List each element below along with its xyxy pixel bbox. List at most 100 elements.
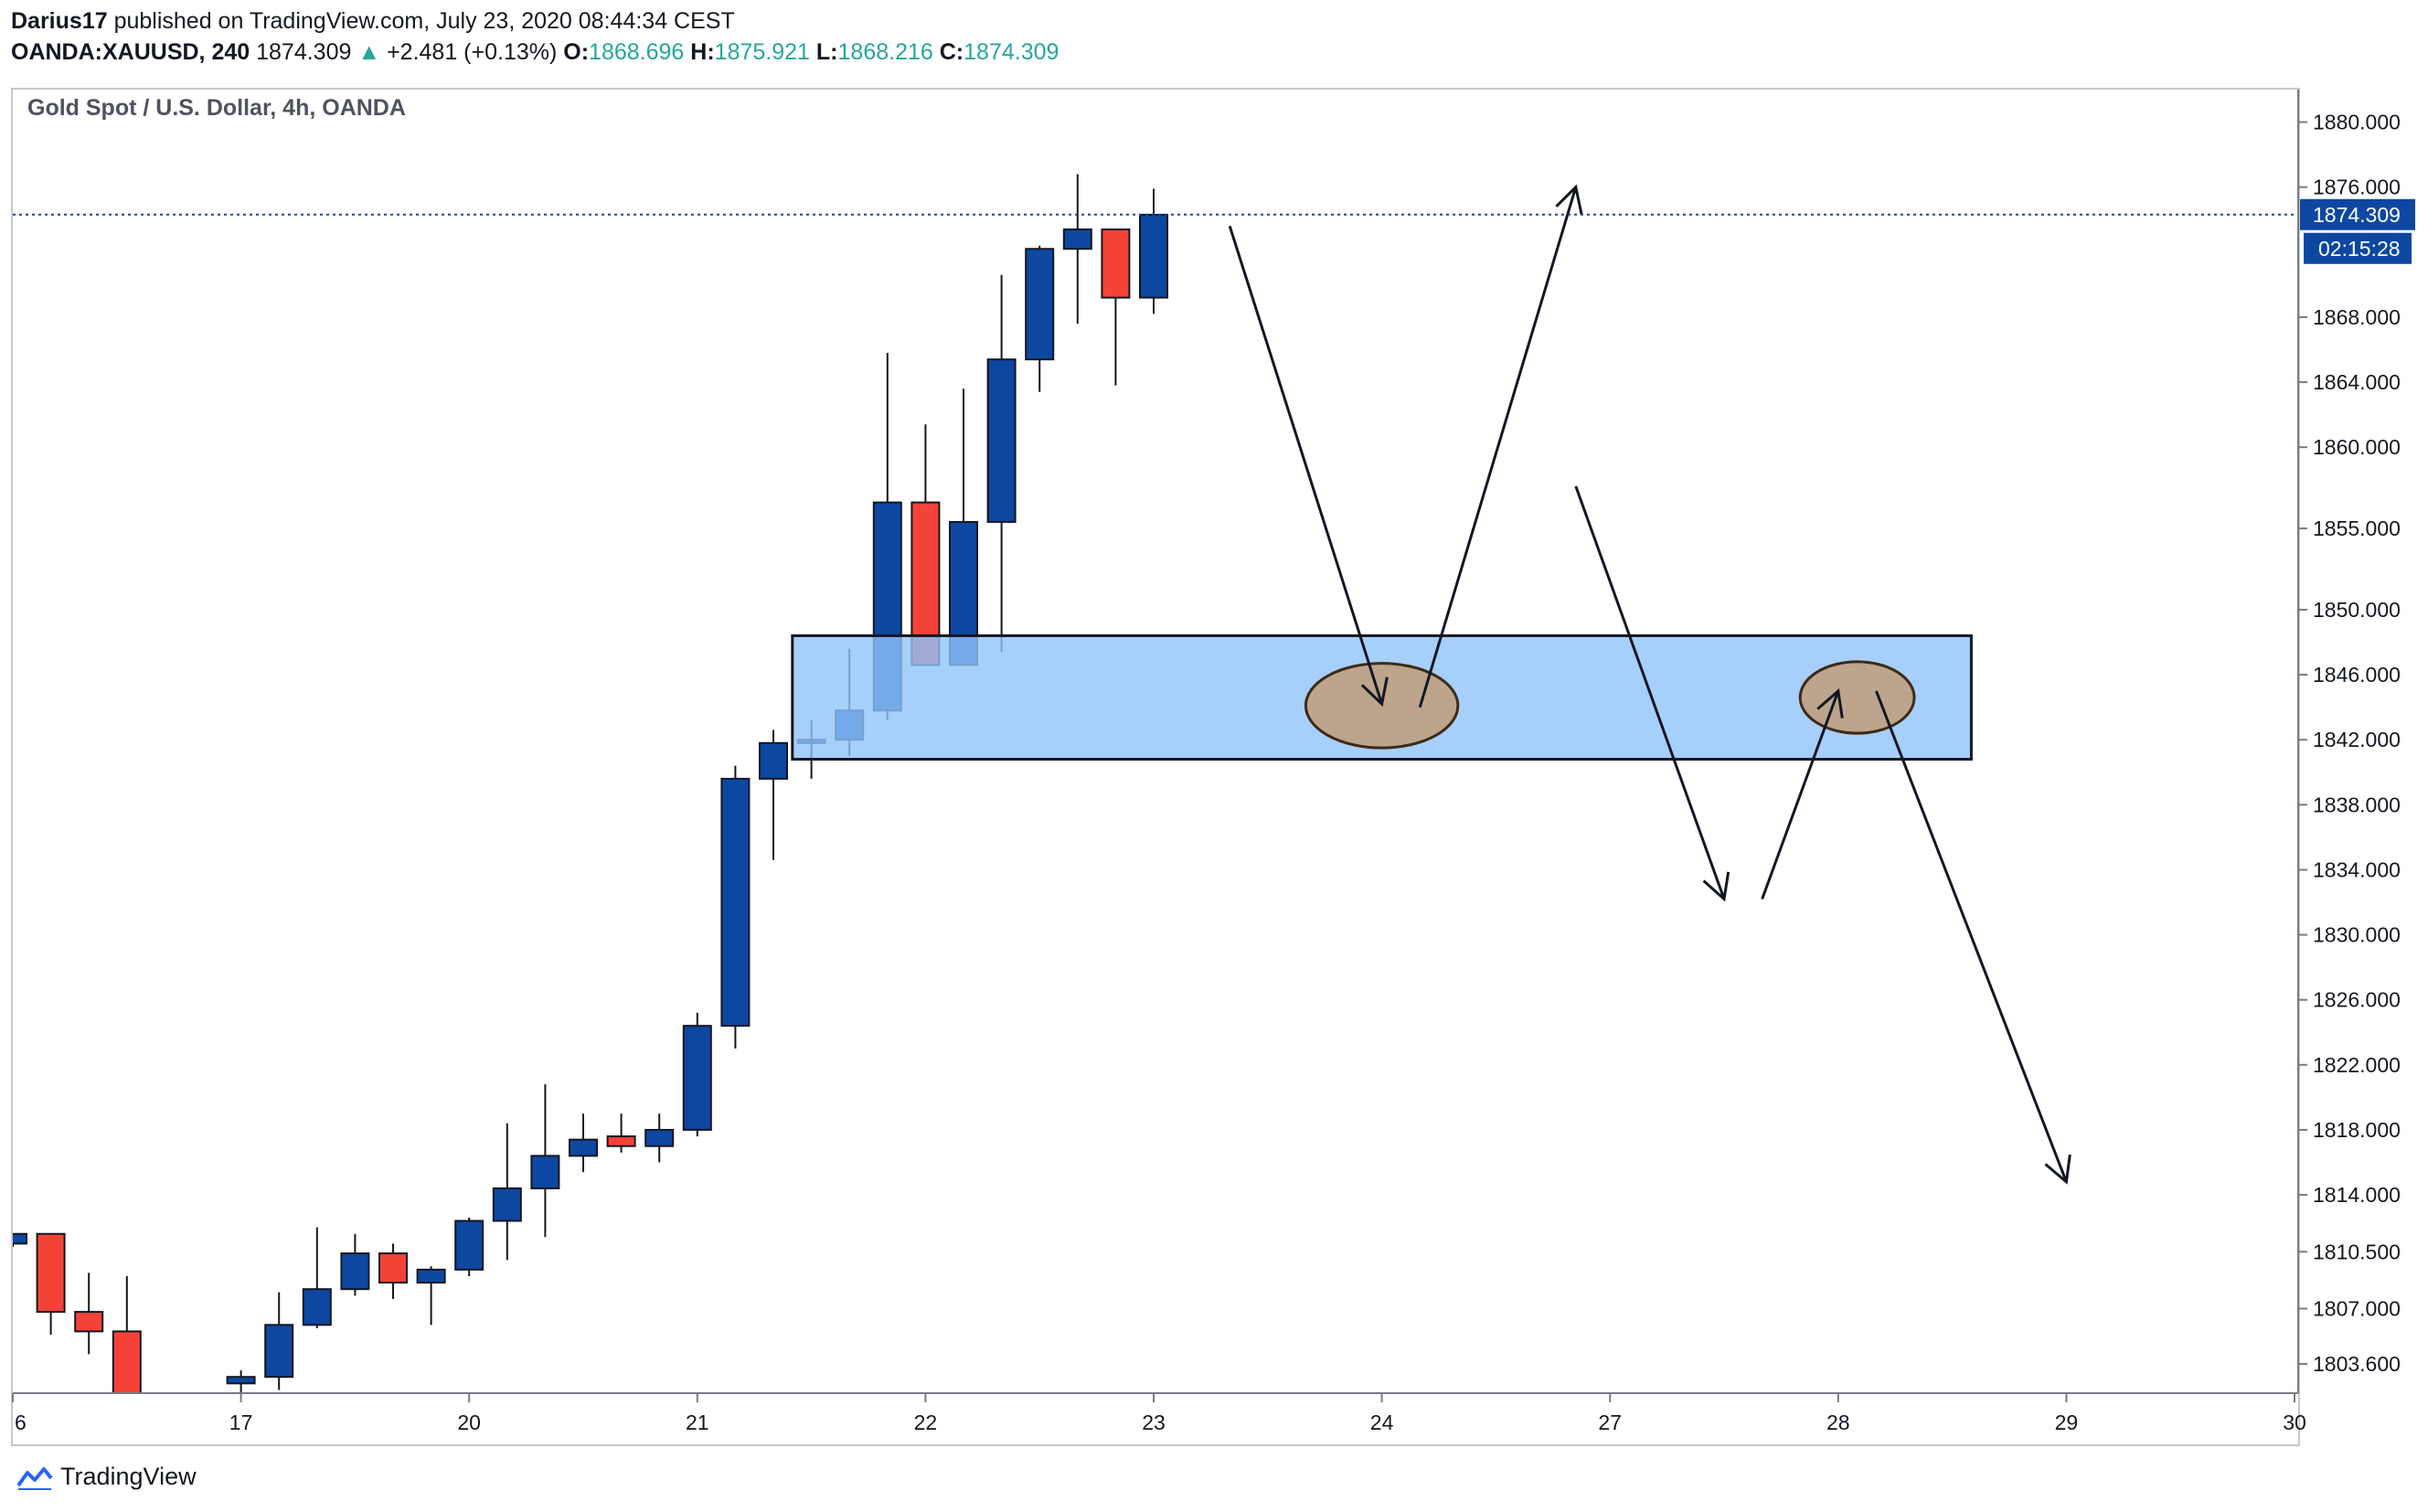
chart-title: Gold Spot / U.S. Dollar, 4h, OANDA xyxy=(27,95,406,121)
candle xyxy=(264,1292,294,1390)
y-tick-label: 1814.000 xyxy=(2313,1183,2401,1207)
candle xyxy=(606,1113,636,1153)
arrow-head xyxy=(1360,676,1389,708)
y-tick-label: 1864.000 xyxy=(2313,370,2401,394)
candle xyxy=(492,1123,522,1261)
candle-body xyxy=(569,1138,598,1157)
x-tick-label: 28 xyxy=(1826,1411,1850,1434)
arrow-head xyxy=(1816,687,1844,719)
author-name[interactable]: Darius17 xyxy=(11,8,108,34)
x-tick-label: 29 xyxy=(2055,1411,2079,1434)
candle-body xyxy=(378,1252,408,1284)
y-tick-label: 1810.500 xyxy=(2313,1240,2401,1263)
footer-brand-label: TradingView xyxy=(60,1463,197,1490)
y-tick-label: 1834.000 xyxy=(2313,857,2401,881)
open-label: O: xyxy=(563,39,590,65)
candle-body xyxy=(264,1324,294,1379)
x-tick-label: 17 xyxy=(229,1411,253,1434)
arrow-line xyxy=(1761,690,1840,900)
ohlc-line: OANDA:XAUUSD, 240 1874.309 ▲ +2.481 (+0.… xyxy=(11,37,1059,68)
x-tick-label: 20 xyxy=(457,1411,481,1434)
candle-body xyxy=(226,1376,256,1385)
candle-body xyxy=(13,1232,27,1245)
candle-body xyxy=(1062,228,1092,250)
y-tick-label: 1822.000 xyxy=(2313,1053,2401,1077)
publish-line: Darius17 published on TradingView.com, J… xyxy=(11,5,1059,37)
y-tick-label: 1818.000 xyxy=(2313,1118,2401,1142)
y-tick-label: 1855.000 xyxy=(2313,516,2401,540)
symbol-label: OANDA:XAUUSD, 240 xyxy=(11,39,250,65)
candle-body xyxy=(492,1187,522,1222)
candle xyxy=(454,1217,485,1276)
projection-arrow xyxy=(1418,184,1583,708)
candle-body xyxy=(340,1252,370,1291)
candle xyxy=(986,274,1017,653)
x-tick-label: 21 xyxy=(686,1411,709,1434)
candle xyxy=(1139,188,1168,314)
close-value: 1874.309 xyxy=(964,39,1060,65)
projection-arrow xyxy=(1761,687,1844,900)
candle xyxy=(910,424,941,666)
low-value: 1868.216 xyxy=(837,39,933,65)
candle xyxy=(682,1012,712,1137)
candle xyxy=(416,1266,446,1326)
y-tick-label: 1826.000 xyxy=(2313,988,2401,1012)
close-label: C: xyxy=(939,39,964,65)
candle-body xyxy=(606,1135,636,1147)
high-value: 1875.921 xyxy=(714,39,810,65)
candle xyxy=(340,1233,370,1296)
candle xyxy=(1025,245,1055,392)
candle-body xyxy=(759,741,788,780)
candle-body xyxy=(1025,248,1055,361)
current-price-tag xyxy=(2300,198,2415,230)
arrow-head xyxy=(1702,871,1730,902)
candle-body xyxy=(986,358,1017,523)
candle xyxy=(112,1275,142,1393)
price-change: +2.481 (+0.13%) xyxy=(387,39,558,65)
countdown-label: 02:15:28 xyxy=(2318,237,2401,261)
y-tick-label: 1868.000 xyxy=(2313,305,2401,329)
chart-header: Darius17 published on TradingView.com, J… xyxy=(11,5,1059,68)
candle-body xyxy=(720,777,751,1028)
candle xyxy=(644,1113,675,1163)
y-tick-label: 1803.600 xyxy=(2313,1352,2401,1376)
candle xyxy=(378,1243,408,1299)
candle xyxy=(1101,228,1131,386)
candle-body xyxy=(416,1268,446,1284)
candle-body xyxy=(36,1232,66,1314)
candle xyxy=(530,1084,560,1238)
candle-body xyxy=(682,1025,712,1131)
candle-body xyxy=(74,1311,104,1333)
x-tick-label: 22 xyxy=(914,1411,938,1434)
up-arrow-icon: ▲ xyxy=(357,39,381,65)
candle-body xyxy=(454,1219,485,1271)
x-tick-label: 27 xyxy=(1598,1411,1622,1434)
y-tick-label: 1860.000 xyxy=(2313,435,2401,459)
arrow-line xyxy=(1228,225,1384,705)
x-tick-label: 23 xyxy=(1142,1411,1166,1434)
current-price-label: 1874.309 xyxy=(2313,203,2401,227)
candle-body xyxy=(302,1288,332,1326)
y-tick-label: 1838.000 xyxy=(2313,793,2401,816)
arrow-line xyxy=(1875,690,2068,1183)
last-price: 1874.309 xyxy=(256,39,352,65)
candle xyxy=(569,1113,598,1173)
projection-arrow xyxy=(1228,225,1389,708)
x-tick-label: 6 xyxy=(15,1411,27,1434)
low-label: L: xyxy=(815,39,838,65)
candle-body xyxy=(112,1330,142,1393)
candle xyxy=(226,1370,256,1393)
arrow-line xyxy=(1574,485,1726,900)
candle xyxy=(1062,174,1092,325)
retest-ellipse xyxy=(1798,660,1916,735)
y-tick-label: 1880.000 xyxy=(2313,111,2401,134)
footer-brand[interactable]: TradingView xyxy=(16,1463,197,1491)
projection-arrow xyxy=(1875,690,2071,1185)
candle xyxy=(720,765,751,1049)
arrow-line xyxy=(1418,186,1578,708)
arrow-head xyxy=(1555,184,1583,215)
y-tick-label: 1807.000 xyxy=(2313,1297,2401,1321)
arrow-head xyxy=(2044,1154,2071,1185)
candle xyxy=(949,389,978,666)
